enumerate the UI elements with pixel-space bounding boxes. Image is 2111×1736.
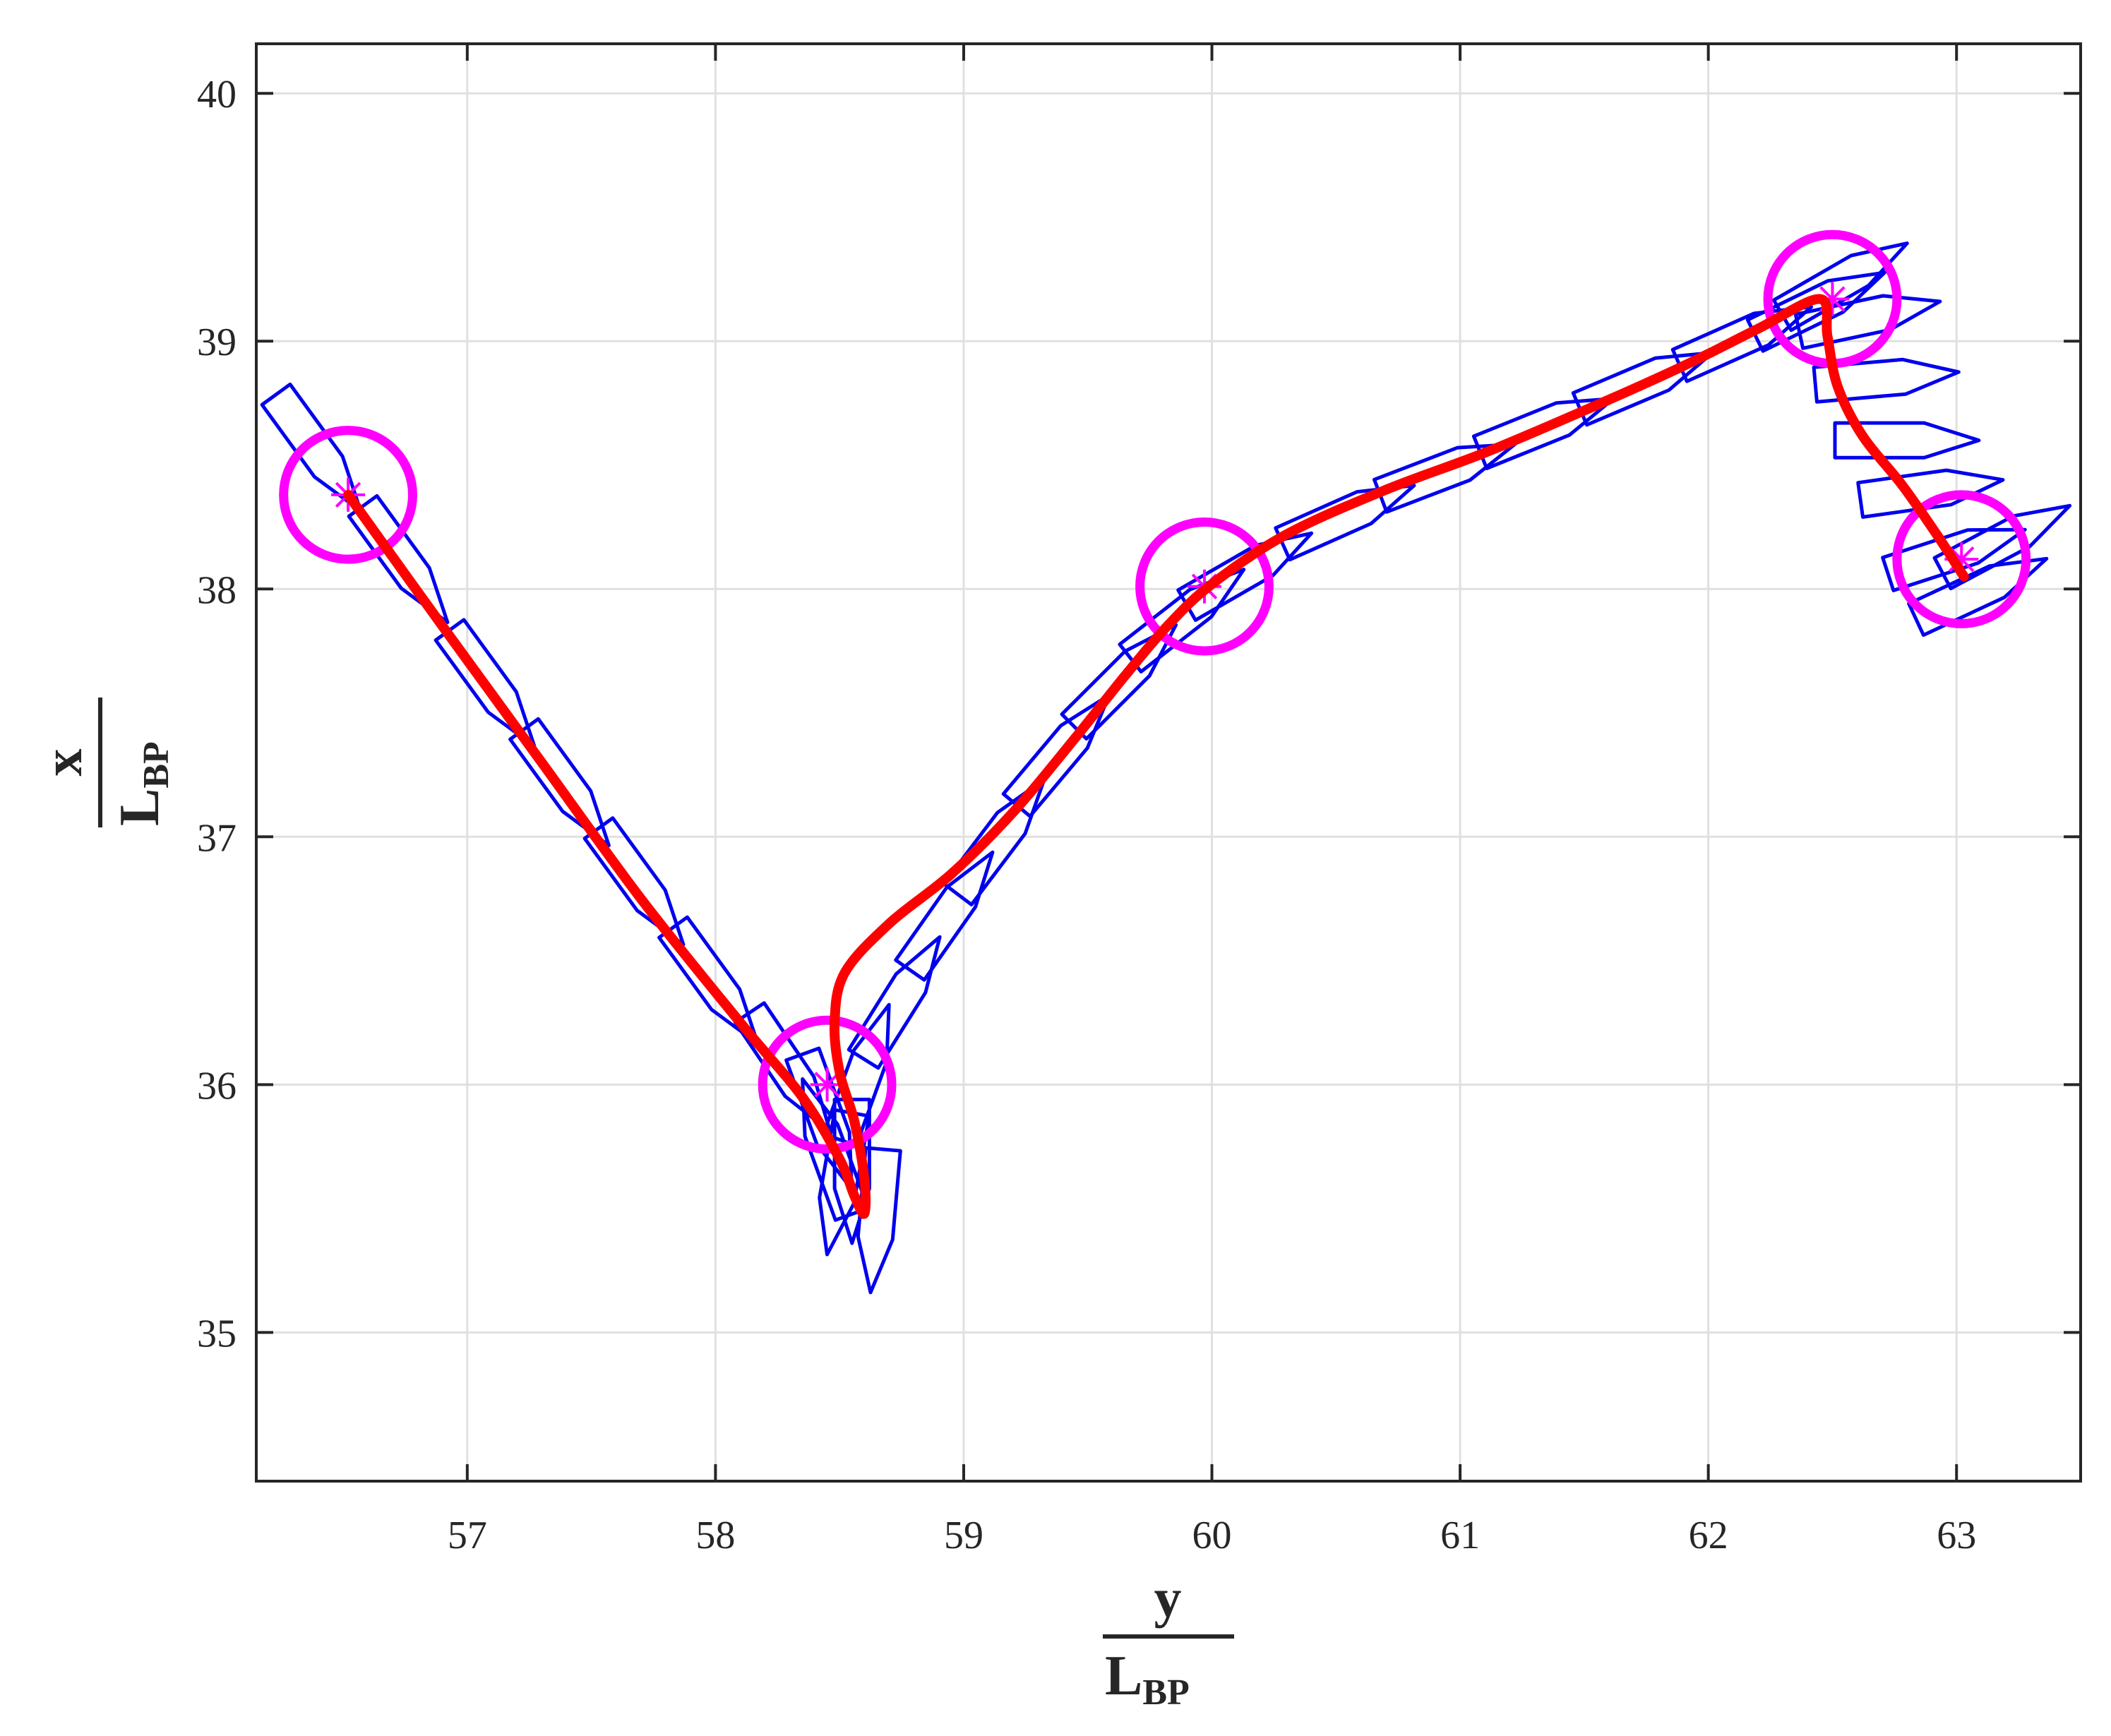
axis-ticks: 57 58 59 60 61 62 63 35 36 37 38 39 40 [197, 44, 2081, 1557]
grid [256, 44, 2081, 1481]
x-axis-label: y LBP [1103, 1567, 1234, 1713]
y-axis-label-denominator: LBP [109, 741, 177, 826]
hull-outline [582, 816, 686, 947]
y-axis-label-den: L [109, 789, 171, 826]
hull-outline [801, 1077, 871, 1222]
hull-outline [1833, 421, 1981, 460]
waypoint-circle [279, 426, 417, 564]
x-axis-label-denominator: LBP [1105, 1645, 1190, 1713]
axes-box [255, 42, 2082, 1483]
x-tick-label: 57 [448, 1514, 487, 1557]
y-tick-label: 36 [197, 1064, 237, 1108]
y-tick-label: 39 [197, 321, 237, 364]
hull-outlines [260, 241, 2072, 1295]
hull-outline [1571, 351, 1715, 427]
hull-outline [1856, 468, 2005, 519]
y-tick-label: 35 [197, 1312, 237, 1355]
x-axis-label-subscript: BP [1142, 1672, 1189, 1713]
x-tick-label: 58 [695, 1514, 735, 1557]
hull-outline [894, 850, 995, 982]
waypoint-circle [758, 1015, 897, 1154]
hull-outline [1907, 556, 2049, 637]
waypoint-star-stroke [814, 1072, 840, 1098]
hull-outline [1471, 397, 1616, 470]
x-tick-label: 61 [1440, 1514, 1480, 1557]
hull-outline [1793, 294, 1942, 350]
x-axis-label-den: L [1105, 1645, 1142, 1707]
hull-outline [657, 915, 760, 1046]
hull-outline [1001, 693, 1111, 818]
hull-outline [1881, 527, 2027, 592]
trajectory-series [343, 294, 1969, 1219]
hull-outline [1812, 357, 1961, 404]
hull-outline [1373, 442, 1517, 514]
waypoint-circle [1135, 517, 1274, 656]
x-tick-label: 63 [1937, 1514, 1976, 1557]
y-axis-label-subscript: BP [136, 741, 177, 788]
y-axis-label-numerator: x [32, 749, 93, 777]
y-tick-label: 38 [197, 568, 237, 612]
hull-outline [847, 935, 942, 1070]
y-tick-label: 37 [197, 816, 237, 860]
x-tick-label: 60 [1192, 1514, 1232, 1557]
x-axis-label-numerator: y [1154, 1567, 1182, 1629]
trajectory-line [343, 294, 1969, 1219]
hull-outline [433, 618, 537, 748]
hull-outline [942, 777, 1046, 906]
x-tick-label: 59 [944, 1514, 983, 1557]
hull-outline [508, 717, 611, 847]
hull-outline [856, 1146, 902, 1295]
hull-outline [1932, 503, 2072, 591]
hull-outline [260, 382, 363, 513]
y-axis-label: x LBP [32, 698, 177, 827]
x-tick-label: 62 [1689, 1514, 1728, 1557]
waypoint-circle [1892, 490, 2031, 628]
hull-outline [347, 493, 450, 624]
y-tick-label: 40 [197, 73, 237, 116]
